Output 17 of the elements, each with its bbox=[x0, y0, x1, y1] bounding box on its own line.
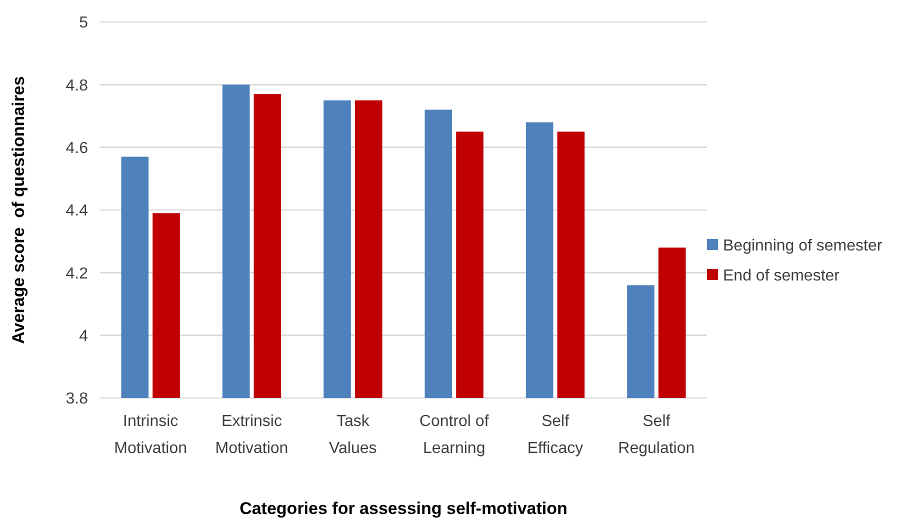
y-tick-label: 4.4 bbox=[66, 202, 88, 220]
x-tick-label: Self Efficacy bbox=[527, 413, 584, 457]
y-tick-label: 4.8 bbox=[66, 77, 88, 94]
y-tick-label: 3.8 bbox=[66, 390, 88, 408]
legend-label: End of semester bbox=[723, 268, 840, 285]
x-tick-label: Control of Learning bbox=[419, 413, 490, 457]
y-tick-label: 4 bbox=[79, 328, 88, 345]
x-axis-title: Categories for assessing self-motivation bbox=[240, 499, 568, 518]
y-axis-title: Average score of questionnaires bbox=[9, 76, 28, 344]
legend-label: Beginning of semester bbox=[723, 238, 883, 255]
x-tick-label: Intrinsic Motivation bbox=[114, 413, 188, 457]
x-tick-label: Task Values bbox=[329, 413, 377, 457]
y-tick-label: 4.6 bbox=[66, 140, 88, 157]
x-tick-label: Self Regulation bbox=[618, 413, 695, 457]
x-tick-label: Extrinsic Motivation bbox=[215, 413, 288, 457]
y-tick-label: 4.2 bbox=[66, 265, 88, 282]
y-tick-label: 5 bbox=[79, 14, 88, 32]
